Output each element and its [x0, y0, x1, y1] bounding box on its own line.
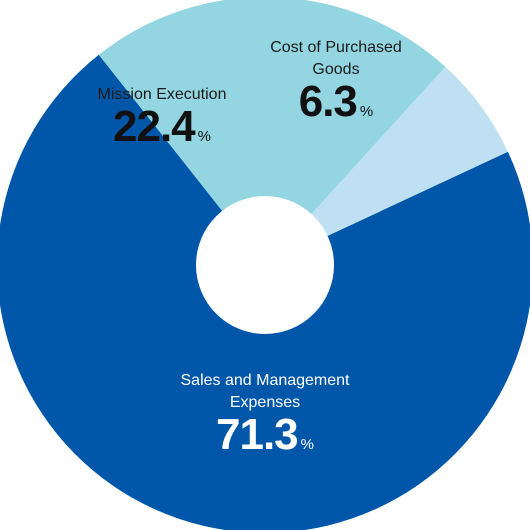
slice-value-mission-execution: 22.4% — [113, 102, 211, 151]
slice-label-cost-of-purchased-goods: Cost of Purchased — [270, 39, 402, 56]
slice-label-sales-and-management-expenses: Sales and Management — [181, 372, 351, 389]
slice-label-sales-and-management-expenses: Expenses — [230, 394, 300, 411]
donut-hole — [196, 196, 334, 334]
slice-cost-of-purchased-goods — [265, 66, 508, 265]
slice-mission-execution — [98, 0, 446, 265]
value-unit: % — [360, 103, 373, 120]
slice-label-mission-execution: Mission Execution — [98, 86, 227, 103]
value-number: 6.3 — [299, 77, 357, 126]
slice-value-cost-of-purchased-goods: 6.3% — [299, 77, 374, 126]
value-number: 71.3 — [216, 410, 298, 459]
slice-label-cost-of-purchased-goods: Goods — [312, 61, 359, 78]
slice-value-sales-and-management-expenses: 71.3% — [216, 410, 314, 459]
value-unit: % — [198, 128, 211, 145]
value-unit: % — [301, 436, 314, 453]
value-number: 22.4 — [113, 102, 196, 151]
